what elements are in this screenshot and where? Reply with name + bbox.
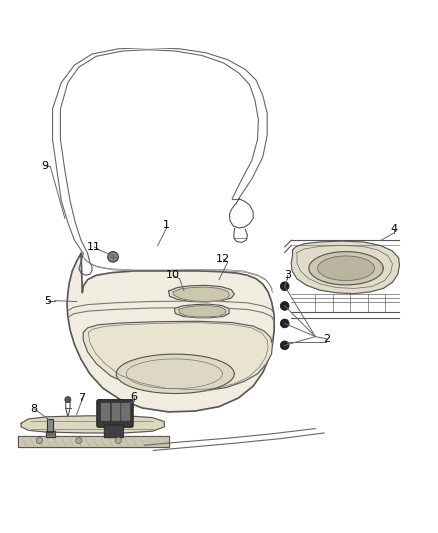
Circle shape [108, 252, 118, 262]
FancyBboxPatch shape [97, 400, 133, 427]
Text: 4: 4 [391, 224, 398, 235]
Polygon shape [309, 252, 383, 285]
Polygon shape [173, 287, 230, 302]
FancyBboxPatch shape [104, 425, 124, 438]
Polygon shape [67, 253, 274, 412]
Polygon shape [47, 419, 53, 432]
Circle shape [280, 302, 289, 310]
Text: 3: 3 [284, 270, 291, 280]
Text: 7: 7 [78, 393, 85, 403]
Circle shape [280, 319, 289, 328]
Text: 9: 9 [41, 161, 48, 171]
Polygon shape [179, 305, 226, 317]
Circle shape [280, 282, 289, 290]
Text: 5: 5 [45, 296, 52, 305]
FancyBboxPatch shape [101, 403, 110, 421]
Polygon shape [18, 437, 169, 447]
Polygon shape [291, 241, 399, 294]
Circle shape [115, 437, 121, 443]
Circle shape [280, 341, 289, 350]
Polygon shape [21, 416, 164, 433]
Text: 2: 2 [323, 334, 330, 344]
Polygon shape [116, 354, 234, 393]
Circle shape [36, 437, 42, 443]
Polygon shape [83, 321, 272, 392]
Polygon shape [46, 431, 55, 437]
Text: 8: 8 [31, 404, 38, 414]
Text: 12: 12 [216, 254, 230, 264]
Text: 1: 1 [163, 220, 170, 230]
FancyBboxPatch shape [121, 403, 131, 421]
Text: 11: 11 [87, 242, 101, 252]
Text: 6: 6 [131, 392, 138, 402]
FancyBboxPatch shape [111, 403, 121, 421]
Circle shape [65, 397, 71, 403]
Polygon shape [318, 256, 374, 280]
Polygon shape [174, 304, 229, 318]
Polygon shape [169, 285, 234, 302]
Text: 10: 10 [166, 270, 180, 280]
Circle shape [76, 437, 82, 443]
